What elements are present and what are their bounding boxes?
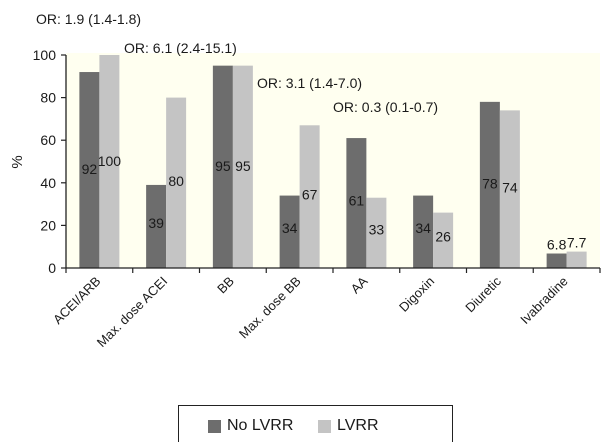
legend-label-lvrr: LVRR (337, 417, 379, 434)
y-tick-label: 100 (33, 47, 57, 63)
data-label-no-lvrr: 95 (215, 158, 231, 174)
legend-label-no-lvrr: No LVRR (227, 417, 294, 434)
x-category-label: Diuretic (462, 273, 504, 315)
y-tick-label: 80 (40, 90, 56, 106)
y-tick-label: 0 (48, 260, 56, 276)
bar-no-lvrr (279, 195, 300, 268)
bar-lvrr (433, 212, 454, 268)
y-tick-label: 60 (40, 132, 56, 148)
bar-lvrr (499, 110, 520, 268)
bar-lvrr (166, 97, 187, 268)
data-label-lvrr: 33 (369, 221, 385, 237)
data-label-lvrr: 67 (302, 186, 318, 202)
bar-no-lvrr (546, 253, 567, 268)
y-tick-label: 40 (40, 175, 56, 191)
data-label-no-lvrr: 39 (148, 215, 164, 231)
legend: No LVRR LVRR (178, 405, 453, 442)
data-label-no-lvrr: 92 (82, 161, 98, 177)
x-category-label: Max. dose ACEI (94, 274, 171, 351)
data-label-lvrr: 26 (435, 228, 451, 244)
bar-no-lvrr (413, 195, 434, 268)
x-category-label: Digoxin (396, 274, 437, 315)
legend-item-lvrr: LVRR (318, 417, 379, 435)
data-label-no-lvrr: 78 (482, 175, 498, 191)
data-label-lvrr: 7.7 (567, 235, 587, 251)
odds-ratio-annotation: OR: 0.3 (0.1-0.7) (333, 99, 438, 115)
bar-no-lvrr (479, 101, 500, 268)
legend-swatch-no-lvrr (208, 419, 221, 433)
bar-no-lvrr (212, 65, 233, 269)
bar-lvrr (232, 65, 253, 269)
odds-ratio-annotation: OR: 6.1 (2.4-15.1) (124, 40, 237, 56)
data-label-no-lvrr: 34 (415, 220, 431, 236)
y-axis-label: % (9, 155, 26, 168)
bar-lvrr (99, 55, 120, 268)
data-label-lvrr: 95 (235, 158, 251, 174)
data-label-no-lvrr: 61 (349, 193, 365, 209)
y-tick-label: 20 (40, 217, 56, 233)
legend-swatch-lvrr (318, 419, 331, 433)
x-category-label: Ivabradine (517, 274, 571, 328)
odds-ratio-annotation: OR: 1.9 (1.4-1.8) (36, 11, 141, 27)
legend-item-no-lvrr: No LVRR (208, 417, 293, 435)
data-label-no-lvrr: 34 (282, 220, 298, 236)
bar-lvrr (366, 197, 387, 268)
bar-no-lvrr (79, 72, 100, 268)
x-category-label: Max. dose BB (236, 274, 304, 342)
x-category-label: BB (214, 274, 237, 297)
odds-ratio-annotation: OR: 3.1 (1.4-7.0) (257, 75, 362, 91)
bar-lvrr (299, 125, 320, 268)
data-label-lvrr: 74 (502, 179, 518, 195)
bar-lvrr (566, 251, 587, 268)
x-category-label: ACEI/ARB (50, 274, 104, 328)
bar-no-lvrr (346, 138, 367, 268)
bar-no-lvrr (146, 184, 167, 268)
data-label-no-lvrr: 6.8 (547, 237, 567, 253)
data-label-lvrr: 100 (98, 153, 122, 169)
x-category-label: AA (348, 273, 371, 296)
data-label-lvrr: 80 (168, 173, 184, 189)
